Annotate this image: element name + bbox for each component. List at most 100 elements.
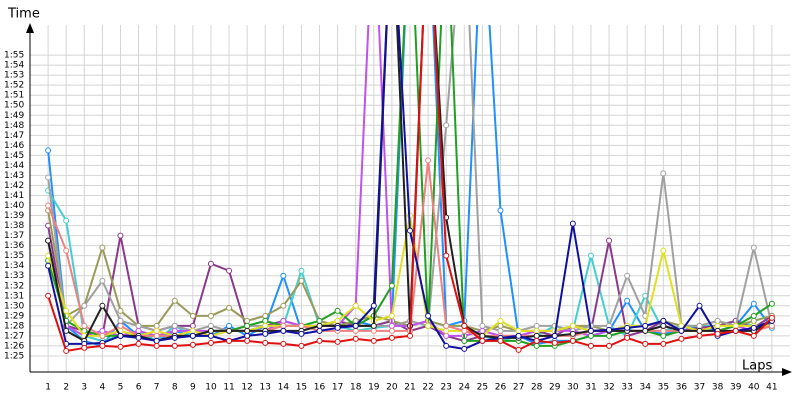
data-point <box>515 346 522 353</box>
data-point <box>569 322 576 329</box>
x-tick-label: 15 <box>296 383 307 393</box>
x-tick-label: 1 <box>45 383 51 393</box>
data-point <box>63 307 70 314</box>
data-point <box>388 322 395 329</box>
x-tick-label: 27 <box>513 383 524 393</box>
data-point <box>497 327 504 334</box>
data-point <box>497 322 504 329</box>
data-point <box>587 252 594 259</box>
data-point <box>316 322 323 329</box>
data-point <box>606 342 613 349</box>
data-point <box>443 342 450 349</box>
data-point <box>642 340 649 347</box>
data-point <box>407 332 413 339</box>
data-point <box>714 317 721 324</box>
data-point <box>515 327 522 334</box>
y-tick-label: 1:30 <box>4 301 24 311</box>
data-point <box>117 307 124 314</box>
data-point <box>443 332 450 339</box>
data-point <box>660 247 667 254</box>
data-point <box>587 332 594 339</box>
x-tick-label: 12 <box>241 383 252 393</box>
data-point <box>262 312 269 319</box>
data-point <box>171 322 178 329</box>
x-tick-label: 7 <box>154 383 160 393</box>
data-point <box>244 317 251 324</box>
data-point <box>316 327 323 334</box>
data-point <box>352 302 359 309</box>
data-point <box>533 327 540 334</box>
x-tick-label: 34 <box>640 383 652 393</box>
data-point <box>587 342 594 349</box>
data-point <box>443 322 450 329</box>
x-tick-label: 37 <box>694 383 705 393</box>
data-point <box>226 337 233 344</box>
x-tick-label: 3 <box>81 383 87 393</box>
x-tick-label: 19 <box>368 383 380 393</box>
data-point <box>81 322 88 329</box>
data-point <box>171 342 178 349</box>
data-point <box>117 332 124 339</box>
data-point <box>479 337 486 344</box>
data-point <box>678 335 685 342</box>
y-axis-title: Time <box>7 7 40 22</box>
data-point <box>99 244 106 251</box>
x-tick-label: 5 <box>118 383 124 393</box>
data-point <box>388 327 395 334</box>
data-point <box>99 302 106 309</box>
y-tick-label: 1:48 <box>4 121 24 131</box>
data-point <box>81 302 88 309</box>
data-point <box>407 227 413 234</box>
data-point <box>624 297 631 304</box>
data-point <box>606 237 613 244</box>
data-point <box>334 324 341 331</box>
data-point <box>569 337 576 344</box>
data-point <box>606 326 613 333</box>
data-point <box>370 302 377 309</box>
data-point <box>117 343 124 350</box>
data-point <box>63 217 70 224</box>
data-point <box>262 322 269 329</box>
data-point <box>45 292 52 299</box>
x-tick-label: 41 <box>766 383 777 393</box>
data-point <box>370 337 377 344</box>
data-point <box>298 322 305 329</box>
y-tick-label: 1:44 <box>4 161 24 171</box>
data-point <box>678 327 685 334</box>
data-point <box>750 332 757 339</box>
data-point <box>660 332 667 339</box>
y-tick-label: 1:54 <box>4 61 24 71</box>
data-point <box>81 344 88 351</box>
data-point <box>45 262 52 269</box>
data-point <box>99 277 106 284</box>
data-point <box>551 339 558 346</box>
data-point <box>99 327 106 334</box>
data-point <box>207 260 214 267</box>
data-point <box>624 324 631 331</box>
data-point <box>696 332 703 339</box>
x-tick-label: 40 <box>748 383 760 393</box>
x-tick-label: 26 <box>495 383 507 393</box>
data-point <box>461 337 468 344</box>
data-point <box>189 327 196 334</box>
y-tick-label: 1:41 <box>4 191 24 201</box>
data-point <box>624 272 631 279</box>
data-point <box>153 327 160 334</box>
data-point <box>135 334 142 341</box>
y-tick-label: 1:26 <box>4 341 24 351</box>
x-tick-label: 23 <box>440 383 451 393</box>
data-point <box>660 340 667 347</box>
x-tick-label: 21 <box>404 383 415 393</box>
data-point <box>696 302 703 309</box>
data-point <box>750 317 757 324</box>
data-point <box>99 342 106 349</box>
data-point <box>443 122 450 129</box>
data-point <box>316 317 323 324</box>
data-point <box>660 170 667 177</box>
data-point <box>244 332 251 339</box>
x-tick-label: 30 <box>567 383 579 393</box>
data-point <box>497 317 504 324</box>
tick-labels: 1:251:261:271:281:291:301:311:321:331:34… <box>4 51 778 393</box>
x-tick-label: 22 <box>422 383 433 393</box>
data-point <box>189 312 196 319</box>
